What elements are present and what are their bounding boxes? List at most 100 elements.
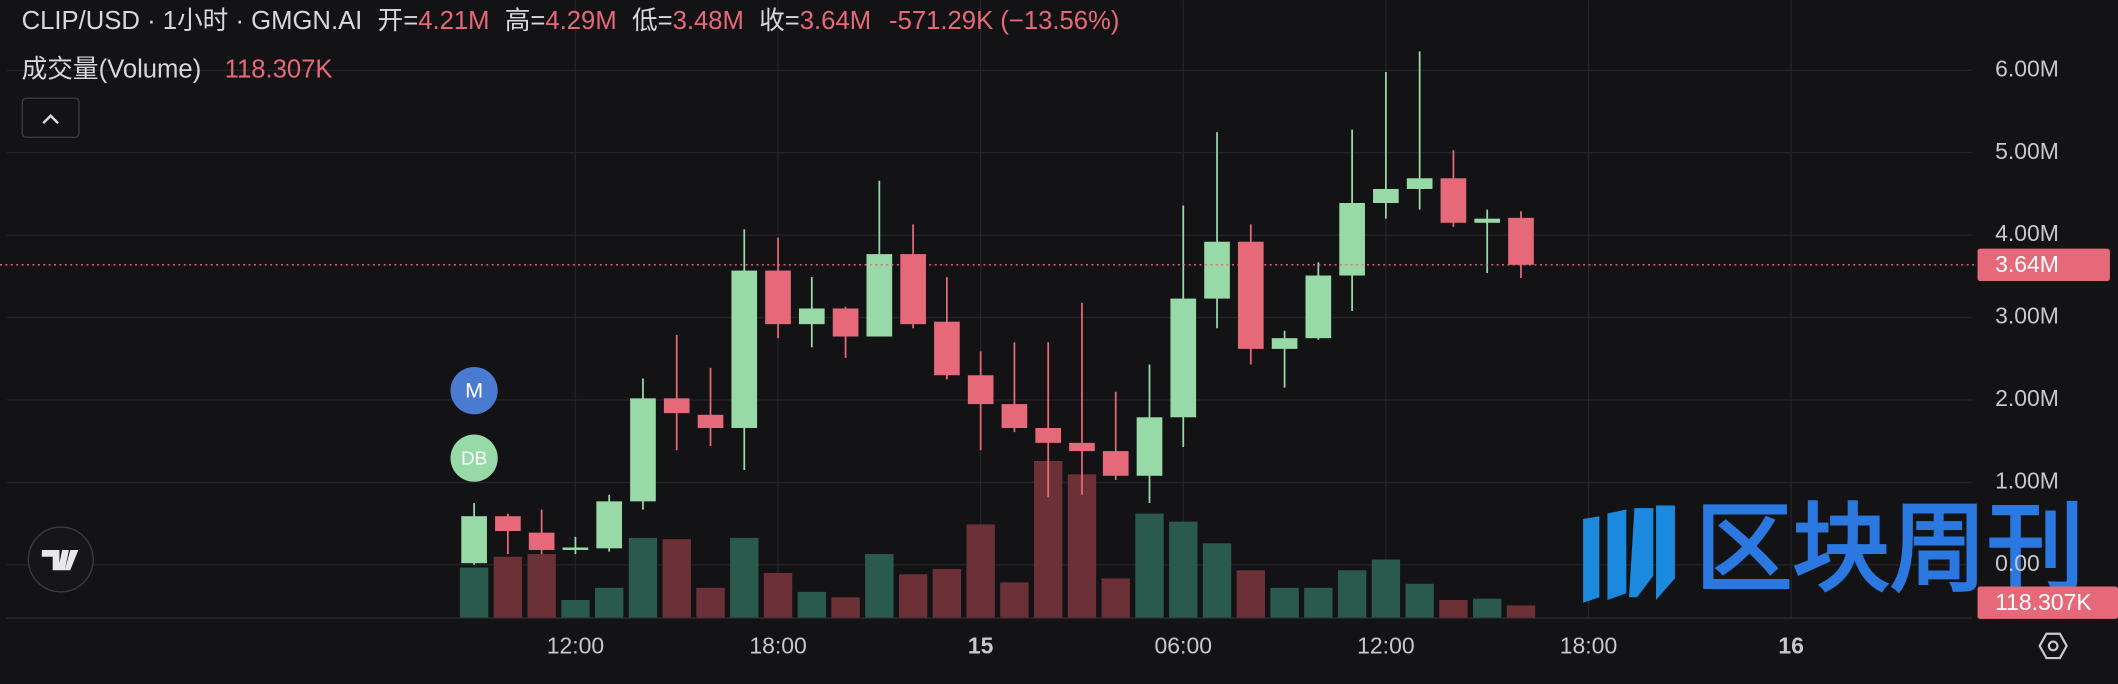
candle-layer (461, 51, 1534, 565)
candle-body (1102, 451, 1129, 476)
volume-bar (628, 537, 658, 618)
x-tick-label: 16 (1778, 632, 1804, 658)
x-tick-label: 18:00 (1560, 632, 1617, 658)
candle-body (1237, 241, 1264, 349)
candle-body (900, 254, 926, 325)
volume-bar (797, 591, 826, 618)
volume-bar (662, 539, 691, 618)
x-tick-label: 12:00 (547, 632, 604, 658)
candle-body (596, 501, 623, 549)
candle-body (1170, 298, 1197, 418)
volume-bar (1337, 570, 1367, 618)
candle-body (697, 414, 724, 428)
y-tick-label: 2.00M (1995, 385, 2059, 411)
volume-bar (1473, 598, 1502, 618)
volume-bar (1270, 587, 1299, 618)
event-marker (450, 366, 498, 415)
volume-bar (966, 524, 995, 618)
volume-bar (527, 554, 556, 618)
candle-body (1508, 217, 1534, 265)
price-label-box (1977, 248, 2110, 282)
volume-bar (1371, 559, 1401, 618)
candle-body (866, 254, 893, 337)
tv-logo[interactable] (27, 526, 94, 593)
y-tick-label: 4.00M (1995, 220, 2059, 246)
header: CLIP/USD · 1小时 · GMGN.AI 开=4.21M 高=4.29M… (22, 6, 1120, 35)
candle-body (832, 308, 859, 337)
ohlc-value: 4.29M (545, 7, 616, 35)
volume-bar (831, 597, 860, 618)
settings-icon (2038, 632, 2068, 660)
x-tick-label: 12:00 (1357, 632, 1414, 658)
event-marker-label: DB (461, 449, 487, 470)
candle-body (663, 398, 690, 414)
candle-body (967, 375, 994, 405)
volume-bar (1202, 543, 1232, 618)
watermark-text: 区块周刊 (1695, 494, 2084, 603)
y-tick-label: 5.00M (1995, 138, 2059, 164)
volume-label-box (1977, 586, 2118, 619)
ohlc-label: 收= (759, 6, 800, 35)
candle-body (562, 547, 589, 550)
volume-bar (1506, 605, 1536, 618)
candle-body (1474, 218, 1501, 223)
volume-bar (932, 568, 962, 618)
candle-body (1204, 241, 1230, 299)
x-tick-label: 18:00 (749, 632, 806, 658)
candle-body (495, 516, 521, 532)
candle-body (1373, 188, 1399, 204)
ohlc-label: 高= (505, 6, 546, 35)
change: -571.29K (−13.56%) (889, 7, 1119, 35)
volume-bar (696, 587, 725, 618)
volume-bar (1304, 587, 1333, 618)
candle-body (1001, 404, 1028, 428)
button-frame (21, 97, 80, 139)
candle-body (798, 308, 825, 325)
settings-button[interactable] (2038, 632, 2068, 660)
volume-bar (595, 587, 624, 618)
volume-label: 118.307K (1995, 589, 2092, 615)
logo-glyph (41, 550, 79, 571)
event-marker-label: M (465, 378, 483, 403)
volume-header: 成交量(Volume) 118.307K (22, 54, 333, 83)
watermark-logo (1583, 505, 1675, 603)
ohlc-value: 3.64M (800, 7, 871, 35)
y-tick-label: 0.00 (1995, 550, 2040, 576)
ohlc-value: 4.21M (418, 7, 489, 35)
volume-bar (1169, 521, 1198, 618)
event-marker (450, 434, 498, 482)
chart-title: CLIP/USD · 1小时 · GMGN.AI (22, 6, 363, 35)
volume-bar (1439, 599, 1468, 618)
volume-layer (459, 460, 1536, 618)
ohlc-value: 3.48M (673, 7, 744, 35)
volume-bar (763, 572, 793, 618)
candle-body (1069, 442, 1095, 452)
candle-body (731, 270, 758, 428)
candle-body (1406, 178, 1433, 189)
volume-bar (1236, 570, 1265, 618)
volume-title: 成交量(Volume) (22, 54, 202, 83)
volume-bar (730, 537, 759, 618)
x-tick-label: 06:00 (1155, 632, 1212, 658)
candle-body (1305, 275, 1332, 339)
candle-body (765, 270, 791, 325)
volume-bar (493, 556, 523, 618)
y-tick-label: 3.00M (1995, 303, 2059, 329)
candle-body (1136, 417, 1163, 476)
volume-bar (1405, 583, 1434, 618)
volume-bar (1135, 513, 1164, 618)
ohlc-label: 开= (378, 7, 419, 35)
settings-dot (2047, 640, 2059, 652)
volume-bar (1067, 474, 1097, 618)
volume-value: 118.307K (225, 55, 333, 83)
candle-body (461, 516, 487, 564)
collapse-button[interactable] (21, 97, 80, 139)
volume-bar (898, 574, 928, 618)
chevron-icon (42, 114, 59, 125)
watermark: 区块周刊 (1583, 494, 2084, 603)
candle-body (528, 532, 555, 550)
ohlc-label: 低= (632, 6, 673, 35)
price-label: 3.64M (1995, 251, 2059, 277)
